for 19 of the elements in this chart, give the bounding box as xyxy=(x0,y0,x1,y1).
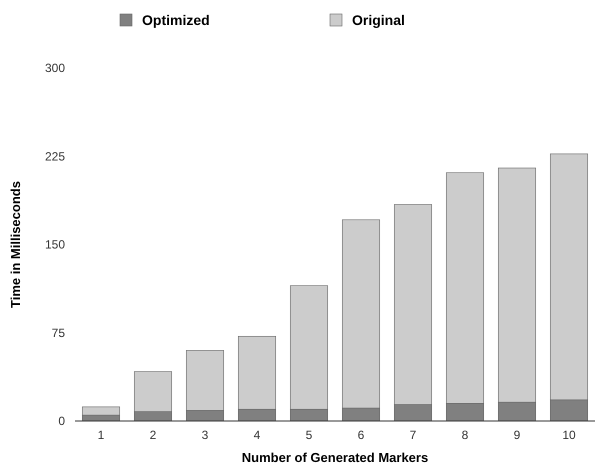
legend-label: Original xyxy=(352,12,405,28)
x-tick-label: 5 xyxy=(306,428,313,442)
x-tick-label: 1 xyxy=(98,428,105,442)
y-axis-title: Time in Milliseconds xyxy=(8,181,23,308)
x-tick-label: 9 xyxy=(514,428,521,442)
x-tick-label: 8 xyxy=(462,428,469,442)
legend-label: Optimized xyxy=(142,12,210,28)
x-tick-label: 4 xyxy=(254,428,261,442)
y-tick-label: 0 xyxy=(58,414,66,428)
y-tick-label: 150 xyxy=(44,238,66,252)
y-tick-label: 300 xyxy=(44,61,66,76)
y-tick-label: 225 xyxy=(44,149,66,164)
x-tick-label: 6 xyxy=(358,428,365,442)
y-tick-label: 75 xyxy=(52,326,66,340)
x-tick-label: 10 xyxy=(562,428,576,442)
x-axis-title: Number of Generated Markers xyxy=(242,450,428,465)
x-tick-label: 7 xyxy=(410,428,417,442)
x-tick-label: 2 xyxy=(150,428,157,442)
x-tick-label: 3 xyxy=(202,428,209,442)
